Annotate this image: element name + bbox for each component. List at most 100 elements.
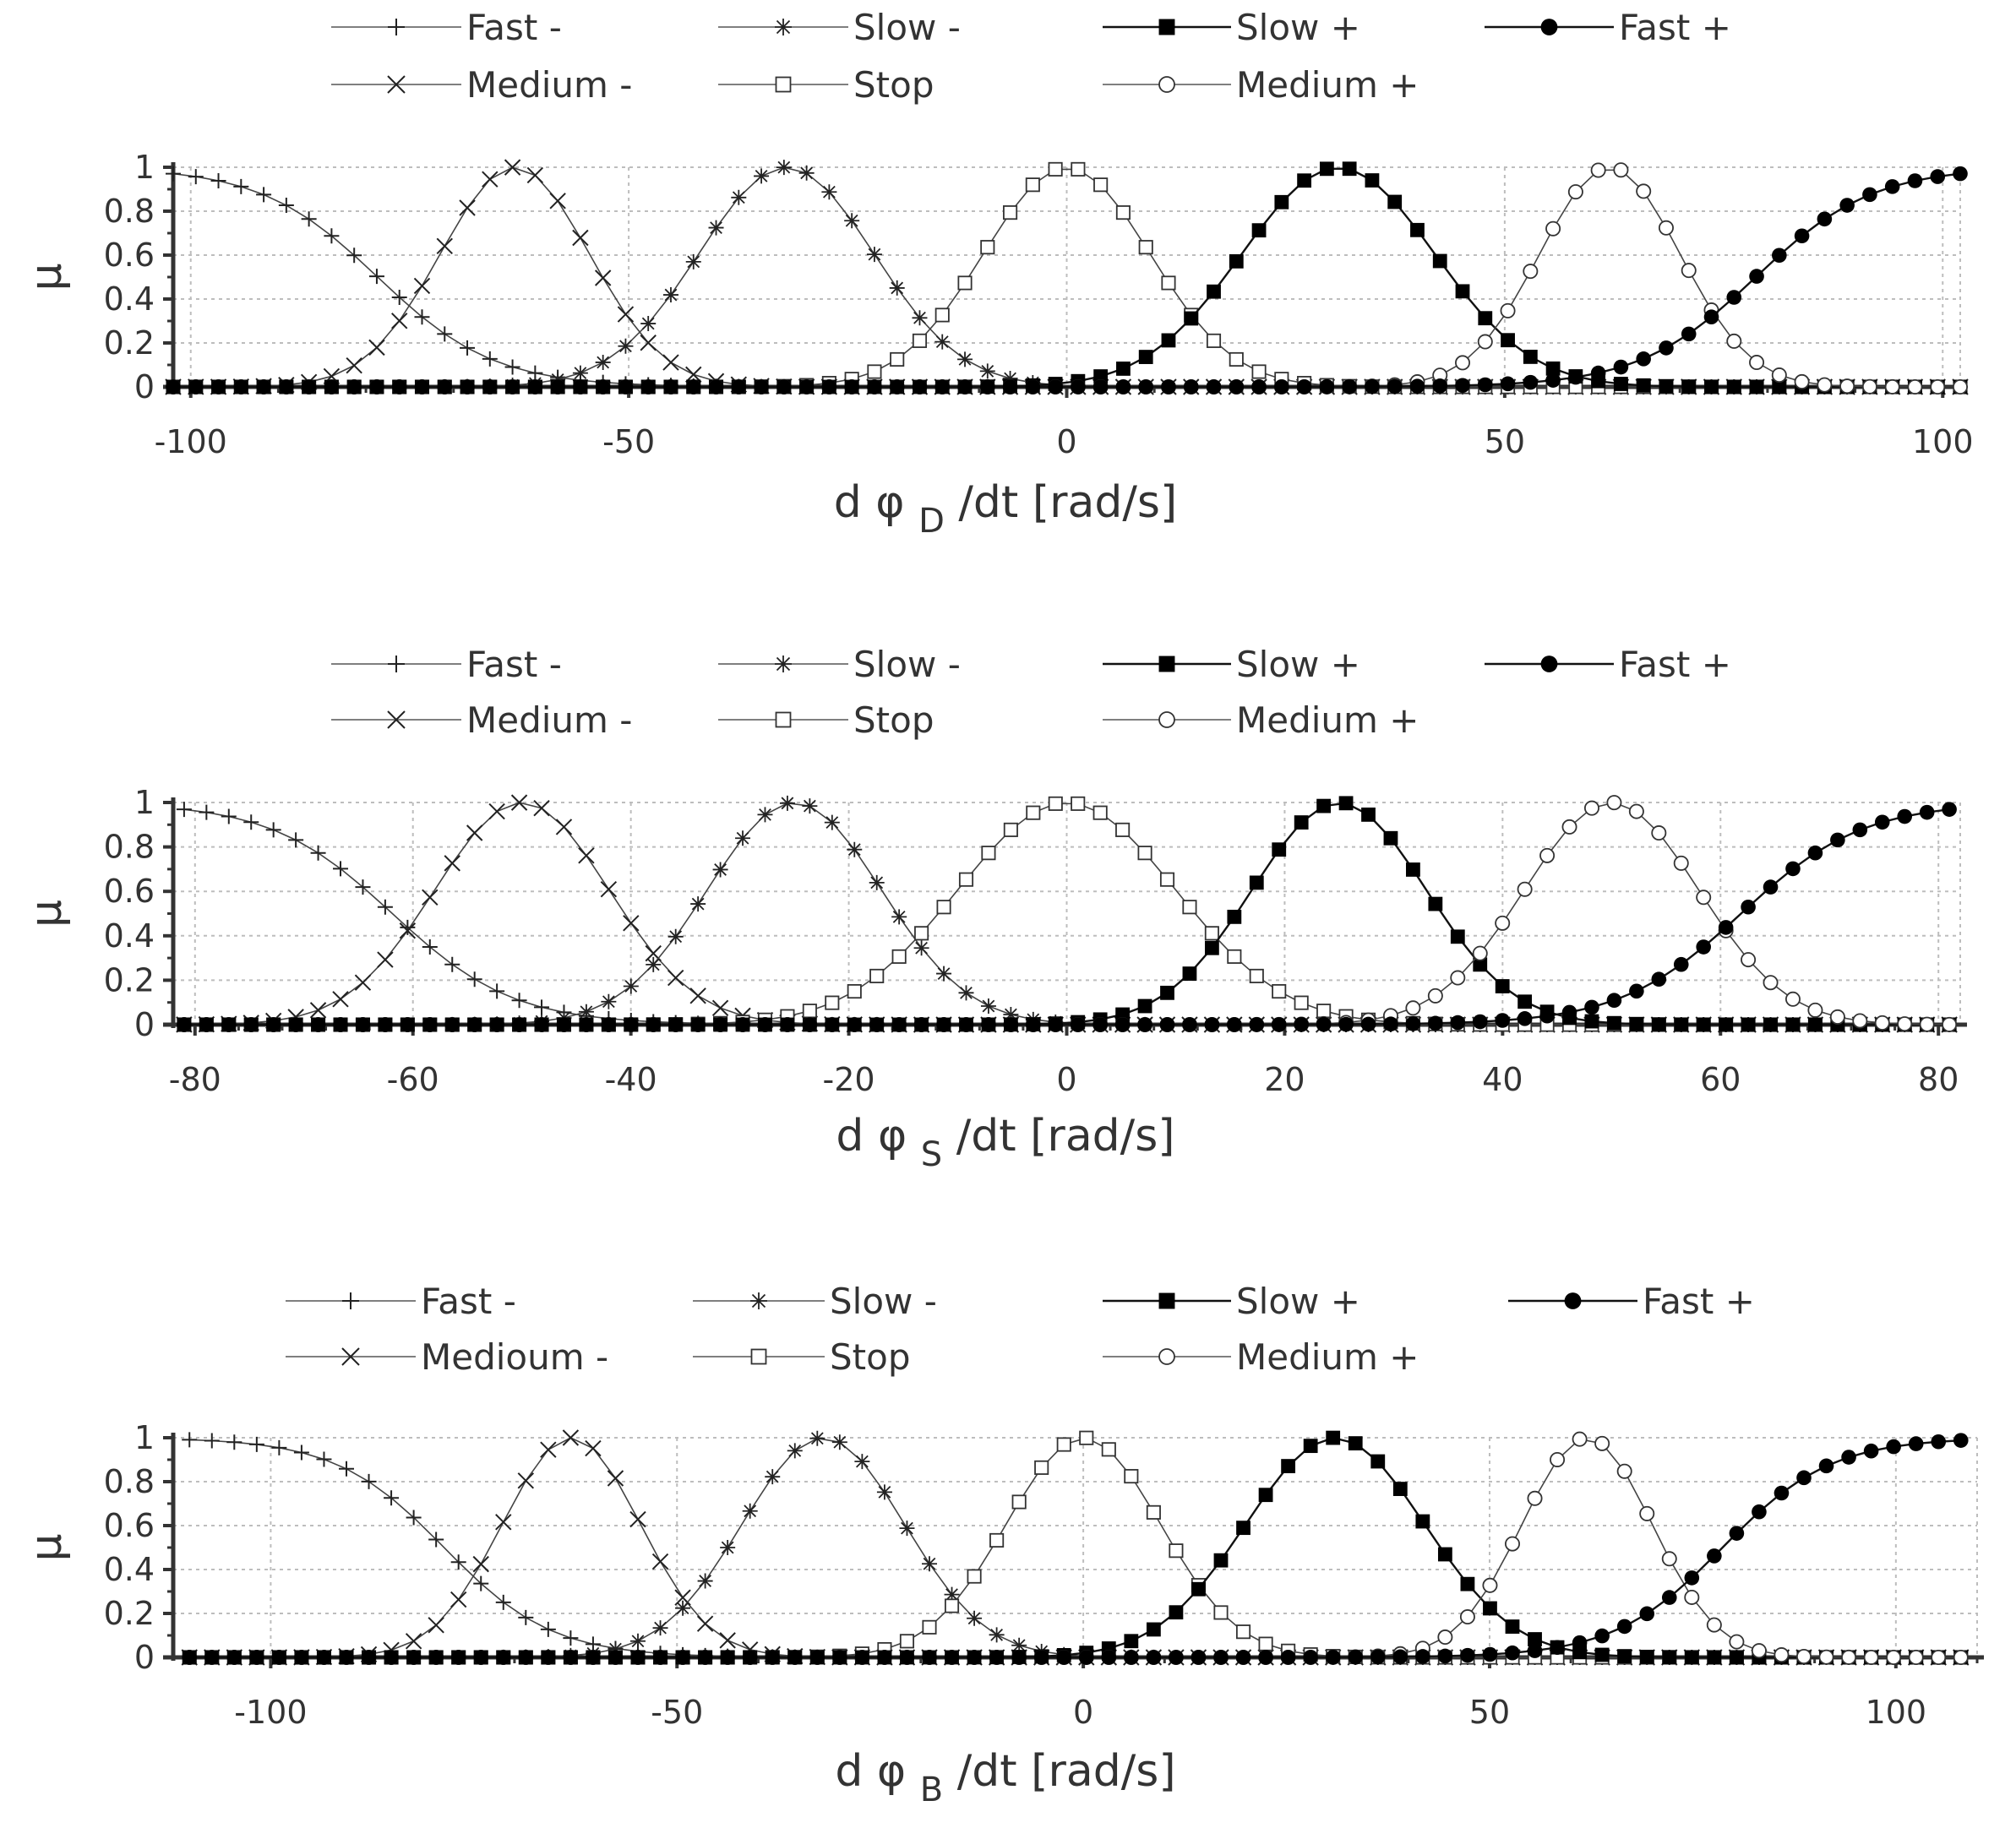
- data-point: [1807, 1002, 1823, 1018]
- data-point: [177, 1017, 192, 1032]
- data-point: [821, 379, 837, 394]
- legend-item: Slow +: [1103, 1281, 1360, 1322]
- data-point: [1249, 1017, 1265, 1032]
- data-point: [685, 379, 701, 394]
- data-point: [333, 861, 349, 877]
- data-point: [1886, 1439, 1901, 1455]
- data-point: [1342, 161, 1357, 177]
- data-point: [967, 1610, 983, 1626]
- data-point: [301, 211, 317, 227]
- data-point: [899, 1650, 915, 1665]
- y-axis-title: μ: [21, 900, 72, 928]
- series-circle-filled: [182, 1433, 1969, 1665]
- data-point: [1409, 378, 1425, 394]
- data-point: [549, 193, 566, 209]
- data-point: [1124, 1634, 1139, 1649]
- series-line: [189, 1437, 1961, 1658]
- data-point: [1251, 364, 1267, 379]
- data-point: [685, 366, 702, 384]
- data-point: [1719, 1017, 1734, 1032]
- data-point: [646, 956, 662, 972]
- legend-item: Slow +: [1103, 7, 1360, 48]
- data-point: [361, 1473, 377, 1489]
- data-point: [1159, 872, 1175, 887]
- data-point: [1056, 1650, 1072, 1665]
- data-point: [1696, 1017, 1711, 1032]
- data-point: [1523, 350, 1538, 364]
- data-point: [831, 1434, 847, 1450]
- data-point: [466, 1017, 482, 1032]
- data-point: [1639, 1650, 1654, 1664]
- data-point: [1752, 1504, 1767, 1520]
- data-point: [1455, 284, 1470, 299]
- x-tick-label: -40: [605, 1061, 657, 1098]
- series-line: [189, 1436, 1961, 1659]
- x-tick-label: 50: [1485, 423, 1525, 460]
- data-point: [1639, 1606, 1655, 1622]
- data-point: [1639, 1505, 1655, 1521]
- data-point: [540, 1441, 557, 1458]
- data-point: [1432, 378, 1448, 394]
- data-point: [663, 379, 678, 394]
- data-point: [1703, 309, 1719, 324]
- data-point: [1459, 1609, 1475, 1625]
- data-point: [1137, 846, 1152, 861]
- data-point: [1684, 1570, 1700, 1586]
- data-point: [1182, 900, 1197, 915]
- data-point: [989, 1650, 1005, 1665]
- data-point: [482, 351, 498, 367]
- data-point: [798, 165, 815, 181]
- data-point: [1478, 311, 1493, 326]
- data-point: [428, 1617, 444, 1634]
- data-point: [914, 926, 929, 941]
- data-point: [1636, 183, 1652, 199]
- data-point: [316, 1650, 332, 1665]
- data-point: [1383, 1016, 1398, 1031]
- data-point: [981, 1017, 996, 1032]
- data-point: [1048, 1017, 1064, 1032]
- data-point: [377, 899, 393, 915]
- data-point: [1206, 379, 1222, 394]
- data-point: [406, 1650, 422, 1665]
- legend-item: Medium +: [1103, 1336, 1419, 1378]
- plot-area: [165, 159, 1969, 395]
- data-point: [1501, 333, 1515, 348]
- data-point: [1182, 966, 1197, 981]
- data-point: [1415, 1649, 1430, 1664]
- data-point: [1726, 379, 1741, 394]
- data-point: [182, 1650, 198, 1665]
- data-point: [1651, 825, 1667, 841]
- data-point: [1696, 939, 1712, 955]
- data-point: [1033, 1650, 1049, 1665]
- data-point: [1092, 1017, 1108, 1032]
- legend-item: Fast -: [286, 1281, 516, 1322]
- legend-label: Medioum -: [421, 1336, 608, 1378]
- legend-item: Medium -: [331, 64, 632, 106]
- data-point: [473, 1650, 489, 1665]
- data-point: [844, 213, 860, 229]
- data-point: [1348, 1649, 1364, 1665]
- data-point: [199, 1017, 215, 1032]
- legend-marker: [388, 19, 405, 35]
- data-point: [1517, 994, 1533, 1009]
- data-point: [765, 1650, 781, 1665]
- data-point: [572, 365, 588, 381]
- data-point: [1505, 1619, 1520, 1634]
- data-point: [1841, 1649, 1857, 1665]
- y-tick-label: 0: [134, 1006, 155, 1043]
- data-point: [541, 1650, 556, 1665]
- data-point: [473, 1575, 489, 1591]
- data-point: [1159, 1017, 1175, 1032]
- data-point: [1079, 1430, 1094, 1445]
- data-point: [1361, 807, 1376, 822]
- legend-label: Medium +: [1236, 64, 1419, 106]
- data-point: [1862, 187, 1877, 203]
- data-point: [1613, 359, 1629, 375]
- data-point: [1839, 198, 1855, 213]
- data-point: [1011, 1637, 1027, 1653]
- data-point: [271, 1439, 287, 1455]
- data-point: [667, 969, 684, 987]
- data-point: [310, 1017, 326, 1032]
- data-point: [912, 310, 928, 326]
- data-point: [586, 1650, 601, 1665]
